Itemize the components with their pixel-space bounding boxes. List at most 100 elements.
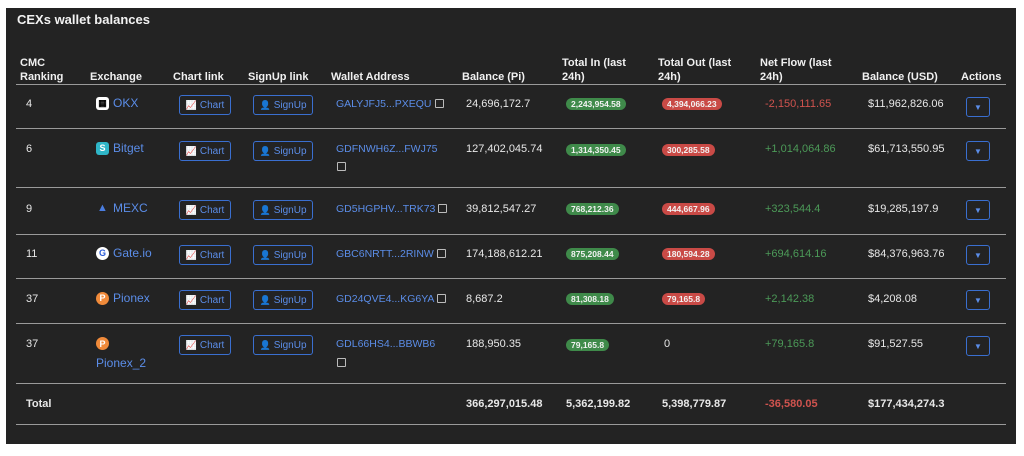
total-in-badge: 1,314,350.45	[566, 144, 626, 156]
exchange-name: Pionex	[113, 291, 150, 305]
header-cmc-ranking: CMC Ranking	[20, 57, 64, 83]
header-actions: Actions	[961, 71, 1002, 83]
signup-button-label: SignUp	[273, 249, 307, 261]
divider	[16, 84, 1006, 85]
actions-filter-button[interactable]: ▼	[966, 200, 990, 220]
balance-pi-cell: 127,402,045.74	[466, 143, 543, 155]
copy-icon[interactable]	[436, 249, 446, 258]
header-net-flow: Net Flow (last 24h)	[760, 57, 832, 83]
wallet-address-link[interactable]: GDL66HS4...BBWB6	[336, 338, 435, 350]
chart-button[interactable]: 📈 Chart	[179, 335, 231, 355]
gateio-logo-icon: G	[96, 246, 109, 260]
divider	[16, 424, 1006, 425]
balance-usd-cell: $91,527.55	[868, 338, 924, 350]
chart-icon: 📈	[185, 204, 197, 215]
actions-filter-button[interactable]: ▼	[966, 97, 990, 117]
signup-button[interactable]: 👤 SignUp	[253, 290, 313, 310]
chart-button-label: Chart	[199, 145, 225, 157]
signup-button[interactable]: 👤 SignUp	[253, 200, 313, 220]
total-in-badge: 81,308.18	[566, 293, 614, 305]
wallet-address-link[interactable]: GBC6NRTT...2RINW	[336, 248, 446, 260]
signup-button[interactable]: 👤 SignUp	[253, 95, 313, 115]
wallet-address-link[interactable]: GD24QVE4...KG6YA	[336, 293, 447, 305]
net-flow-cell: +1,014,064.86	[765, 143, 836, 155]
signup-button[interactable]: 👤 SignUp	[253, 141, 313, 161]
filter-icon: ▼	[974, 205, 982, 215]
mexc-logo-icon: ▲	[97, 202, 108, 214]
signup-button-label: SignUp	[273, 145, 307, 157]
header-wallet-address: Wallet Address	[331, 71, 410, 83]
chart-button-label: Chart	[199, 99, 225, 111]
total-out-badge: 300,285.58	[662, 144, 715, 156]
filter-icon: ▼	[974, 102, 982, 112]
header-balance-usd: Balance (USD)	[862, 71, 938, 83]
chart-button[interactable]: 📈 Chart	[179, 245, 231, 265]
rank-cell: 6	[26, 143, 33, 155]
copy-icon[interactable]	[437, 294, 447, 303]
total-out-badge: 4,394,066.23	[662, 98, 722, 110]
rank-cell: 4	[26, 98, 33, 110]
chart-icon: 📈	[185, 99, 197, 110]
net-flow-cell: +79,165.8	[765, 338, 815, 350]
divider	[16, 187, 1006, 188]
filter-icon: ▼	[974, 250, 982, 260]
signup-button[interactable]: 👤 SignUp	[253, 245, 313, 265]
user-add-icon: 👤	[259, 145, 271, 156]
chart-button-label: Chart	[199, 294, 225, 306]
balance-pi-cell: 174,188,612.21	[466, 248, 543, 260]
rank-cell: 11	[26, 248, 38, 260]
exchange-link-mexc[interactable]: ▲ MEXC	[96, 201, 148, 215]
wallet-address-text: GDL66HS4...BBWB6	[336, 338, 436, 350]
chart-icon: 📈	[185, 339, 197, 350]
balance-usd-cell: $4,208.08	[868, 293, 917, 305]
copy-icon[interactable]	[337, 358, 346, 367]
chart-button[interactable]: 📈 Chart	[179, 290, 231, 310]
actions-filter-button[interactable]: ▼	[966, 141, 990, 161]
chart-button[interactable]: 📈 Chart	[179, 200, 231, 220]
chart-button-label: Chart	[199, 204, 225, 216]
divider	[16, 323, 1006, 324]
divider	[16, 278, 1006, 279]
wallet-address-link[interactable]: GDFNWH6Z...FWJ75	[336, 143, 438, 155]
wallet-address-link[interactable]: GALYJFJ5...PXEQU	[336, 98, 444, 110]
rank-cell: 37	[26, 338, 39, 350]
wallet-address-link[interactable]: GD5HGPHV...TRK73	[336, 203, 448, 215]
total-balance-pi: 366,297,015.48	[466, 398, 543, 410]
signup-button-label: SignUp	[273, 99, 307, 111]
user-add-icon: 👤	[259, 99, 271, 110]
total-out-sum: 5,398,779.87	[662, 398, 727, 410]
net-flow-cell: -2,150,111.65	[765, 98, 832, 110]
actions-filter-button[interactable]: ▼	[966, 290, 990, 310]
balance-pi-cell: 24,696,172.7	[466, 98, 531, 110]
exchange-link-pionex[interactable]: P Pionex	[96, 291, 150, 305]
rank-cell: 9	[26, 203, 33, 215]
chart-button[interactable]: 📈 Chart	[179, 95, 231, 115]
copy-icon[interactable]	[434, 99, 444, 108]
signup-button[interactable]: 👤 SignUp	[253, 335, 313, 355]
total-out-badge: 180,594.28	[662, 248, 715, 260]
exchange-link-bitget[interactable]: S Bitget	[96, 141, 144, 155]
total-net-flow: -36,580.05	[765, 398, 818, 410]
divider	[16, 234, 1006, 235]
copy-icon[interactable]	[337, 162, 346, 171]
wallet-address-text: GD24QVE4...KG6YA	[336, 293, 435, 305]
exchange-link-okx[interactable]: ▦ OKX	[96, 96, 138, 110]
exchange-name: Pionex_2	[96, 356, 147, 370]
exchange-link-pionex-2[interactable]: Pionex_2	[96, 356, 146, 370]
header-chart-link: Chart link	[173, 71, 224, 83]
okx-logo-icon: ▦	[96, 96, 109, 110]
divider	[16, 383, 1006, 384]
net-flow-cell: +694,614.16	[765, 248, 827, 260]
chart-button-label: Chart	[199, 249, 225, 261]
divider	[16, 128, 1006, 129]
actions-filter-button[interactable]: ▼	[966, 245, 990, 265]
chart-icon: 📈	[185, 145, 197, 156]
balance-usd-cell: $11,962,826.06	[868, 98, 944, 110]
exchange-link-gateio[interactable]: G Gate.io	[96, 246, 152, 260]
user-add-icon: 👤	[259, 339, 271, 350]
copy-icon[interactable]	[438, 204, 448, 213]
balance-pi-cell: 188,950.35	[466, 338, 522, 350]
actions-filter-button[interactable]: ▼	[966, 336, 990, 356]
signup-button-label: SignUp	[273, 204, 307, 216]
chart-button[interactable]: 📈 Chart	[179, 141, 231, 161]
